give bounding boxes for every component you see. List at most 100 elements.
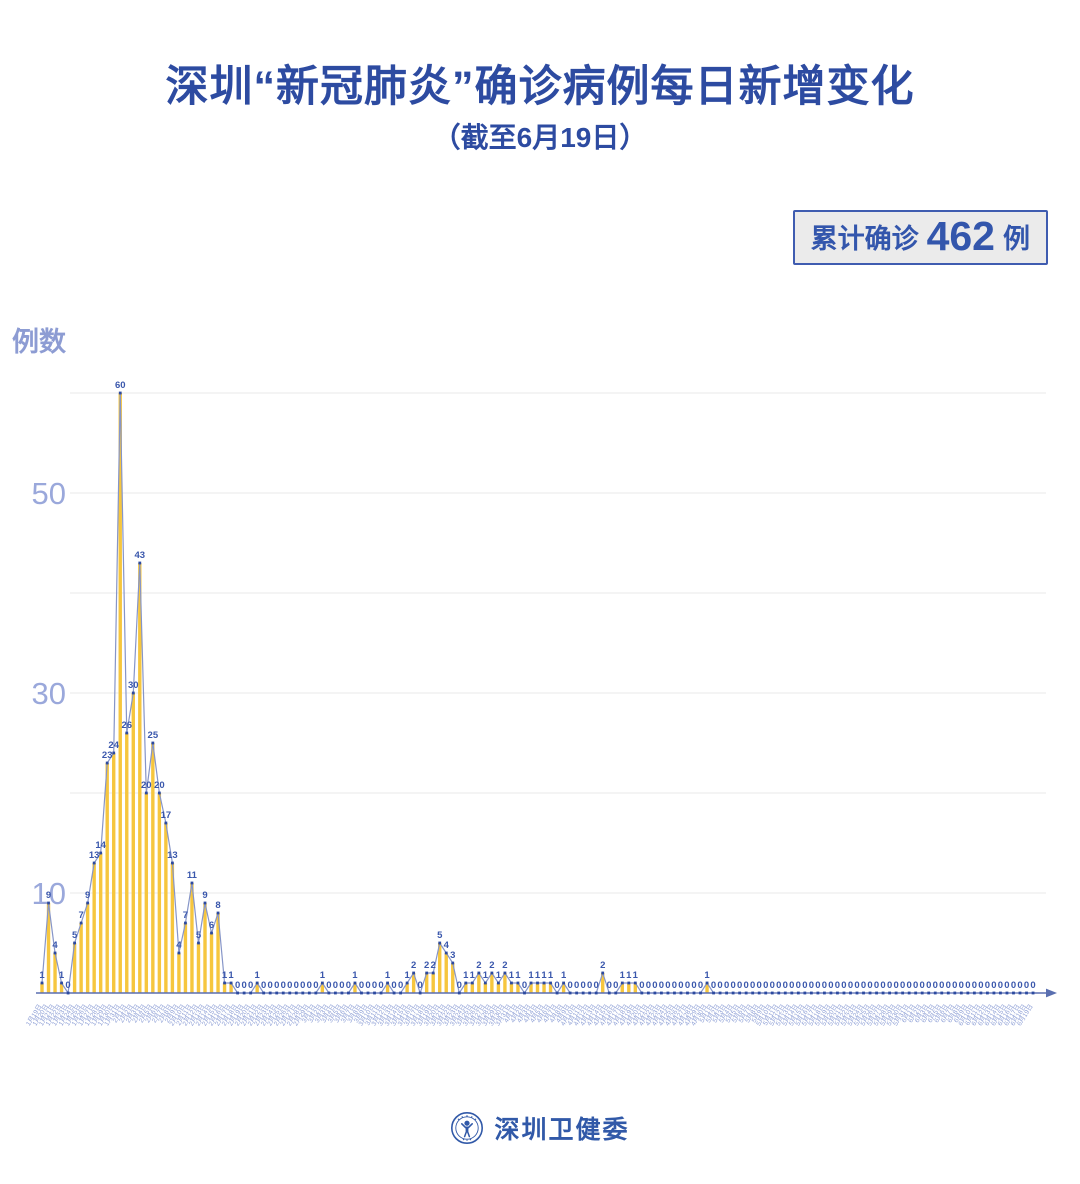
svg-text:0: 0 <box>854 980 859 991</box>
svg-text:1: 1 <box>385 970 391 981</box>
svg-text:0: 0 <box>776 980 781 991</box>
svg-text:0: 0 <box>665 980 670 991</box>
svg-text:0: 0 <box>365 980 370 991</box>
svg-text:0: 0 <box>307 980 312 991</box>
svg-text:13: 13 <box>167 850 178 861</box>
svg-text:2: 2 <box>600 960 605 971</box>
svg-text:0: 0 <box>281 980 286 991</box>
badge-prefix-label: 累计确诊 <box>810 224 919 254</box>
svg-text:0: 0 <box>717 980 722 991</box>
svg-text:0: 0 <box>789 980 794 991</box>
svg-text:0: 0 <box>933 980 938 991</box>
svg-text:0: 0 <box>711 980 716 991</box>
svg-text:0: 0 <box>959 980 964 991</box>
svg-text:2: 2 <box>489 960 494 971</box>
svg-text:0: 0 <box>750 980 755 991</box>
svg-text:0: 0 <box>978 980 983 991</box>
svg-text:0: 0 <box>1030 980 1035 991</box>
svg-text:0: 0 <box>241 980 246 991</box>
svg-text:0: 0 <box>985 980 990 991</box>
svg-text:0: 0 <box>691 980 696 991</box>
gridlines <box>70 392 1046 894</box>
footer-brand: 深圳卫健委 <box>0 1110 1080 1146</box>
svg-text:0: 0 <box>880 980 885 991</box>
svg-text:4: 4 <box>52 940 58 951</box>
svg-text:0: 0 <box>378 980 383 991</box>
svg-text:0: 0 <box>457 980 462 991</box>
svg-text:0: 0 <box>763 980 768 991</box>
svg-text:1: 1 <box>541 970 547 981</box>
svg-text:9: 9 <box>202 890 207 901</box>
svg-text:1: 1 <box>320 970 326 981</box>
value-labels: 1941057913142324602630432025201713471159… <box>39 380 1035 991</box>
svg-text:0: 0 <box>567 980 572 991</box>
svg-text:0: 0 <box>926 980 931 991</box>
svg-text:14: 14 <box>95 840 106 851</box>
daily-case-bars <box>40 393 709 993</box>
svg-text:1: 1 <box>483 970 489 981</box>
svg-text:0: 0 <box>418 980 423 991</box>
svg-text:0: 0 <box>893 980 898 991</box>
svg-text:0: 0 <box>659 980 664 991</box>
svg-text:2: 2 <box>431 960 436 971</box>
svg-text:0: 0 <box>887 980 892 991</box>
svg-text:0: 0 <box>326 980 331 991</box>
svg-text:0: 0 <box>372 980 377 991</box>
svg-text:0: 0 <box>907 980 912 991</box>
data-point-markers <box>40 391 1035 995</box>
svg-text:4: 4 <box>176 940 182 951</box>
svg-text:1: 1 <box>535 970 541 981</box>
svg-text:1: 1 <box>222 970 228 981</box>
svg-text:1: 1 <box>228 970 234 981</box>
svg-text:0: 0 <box>274 980 279 991</box>
svg-text:0: 0 <box>235 980 240 991</box>
svg-text:30: 30 <box>32 676 66 711</box>
svg-text:5: 5 <box>72 930 78 941</box>
svg-text:0: 0 <box>587 980 592 991</box>
svg-text:9: 9 <box>46 890 51 901</box>
svg-text:0: 0 <box>613 980 618 991</box>
svg-text:1: 1 <box>59 970 65 981</box>
svg-text:0: 0 <box>835 980 840 991</box>
svg-text:0: 0 <box>554 980 559 991</box>
svg-text:2: 2 <box>424 960 429 971</box>
svg-text:1: 1 <box>352 970 358 981</box>
svg-text:1: 1 <box>528 970 534 981</box>
svg-text:1: 1 <box>633 970 639 981</box>
svg-text:7: 7 <box>78 910 83 921</box>
svg-text:23: 23 <box>102 750 113 761</box>
svg-text:0: 0 <box>65 980 70 991</box>
svg-text:0: 0 <box>1004 980 1009 991</box>
page-title: 深圳“新冠肺炎”确诊病例每日新增变化 <box>165 63 915 111</box>
svg-text:0: 0 <box>952 980 957 991</box>
svg-text:0: 0 <box>359 980 364 991</box>
svg-text:0: 0 <box>783 980 788 991</box>
page-subtitle: （截至6月19日） <box>432 122 648 153</box>
brand-name: 深圳卫健委 <box>494 1116 630 1144</box>
svg-text:0: 0 <box>809 980 814 991</box>
svg-text:0: 0 <box>757 980 762 991</box>
svg-text:9: 9 <box>85 890 90 901</box>
svg-text:0: 0 <box>294 980 299 991</box>
svg-text:0: 0 <box>744 980 749 991</box>
svg-text:0: 0 <box>828 980 833 991</box>
svg-text:0: 0 <box>1024 980 1029 991</box>
svg-text:0: 0 <box>522 980 527 991</box>
svg-text:0: 0 <box>946 980 951 991</box>
svg-text:0: 0 <box>287 980 292 991</box>
svg-text:1: 1 <box>255 970 261 981</box>
svg-text:0: 0 <box>861 980 866 991</box>
x-axis-arrow-icon <box>1046 988 1057 998</box>
svg-text:1: 1 <box>561 970 567 981</box>
svg-text:0: 0 <box>672 980 677 991</box>
svg-text:0: 0 <box>796 980 801 991</box>
svg-text:0: 0 <box>268 980 273 991</box>
svg-text:0: 0 <box>874 980 879 991</box>
svg-text:1: 1 <box>548 970 554 981</box>
svg-text:0: 0 <box>991 980 996 991</box>
svg-text:0: 0 <box>398 980 403 991</box>
svg-text:13: 13 <box>89 850 100 861</box>
svg-text:0: 0 <box>802 980 807 991</box>
svg-text:0: 0 <box>848 980 853 991</box>
